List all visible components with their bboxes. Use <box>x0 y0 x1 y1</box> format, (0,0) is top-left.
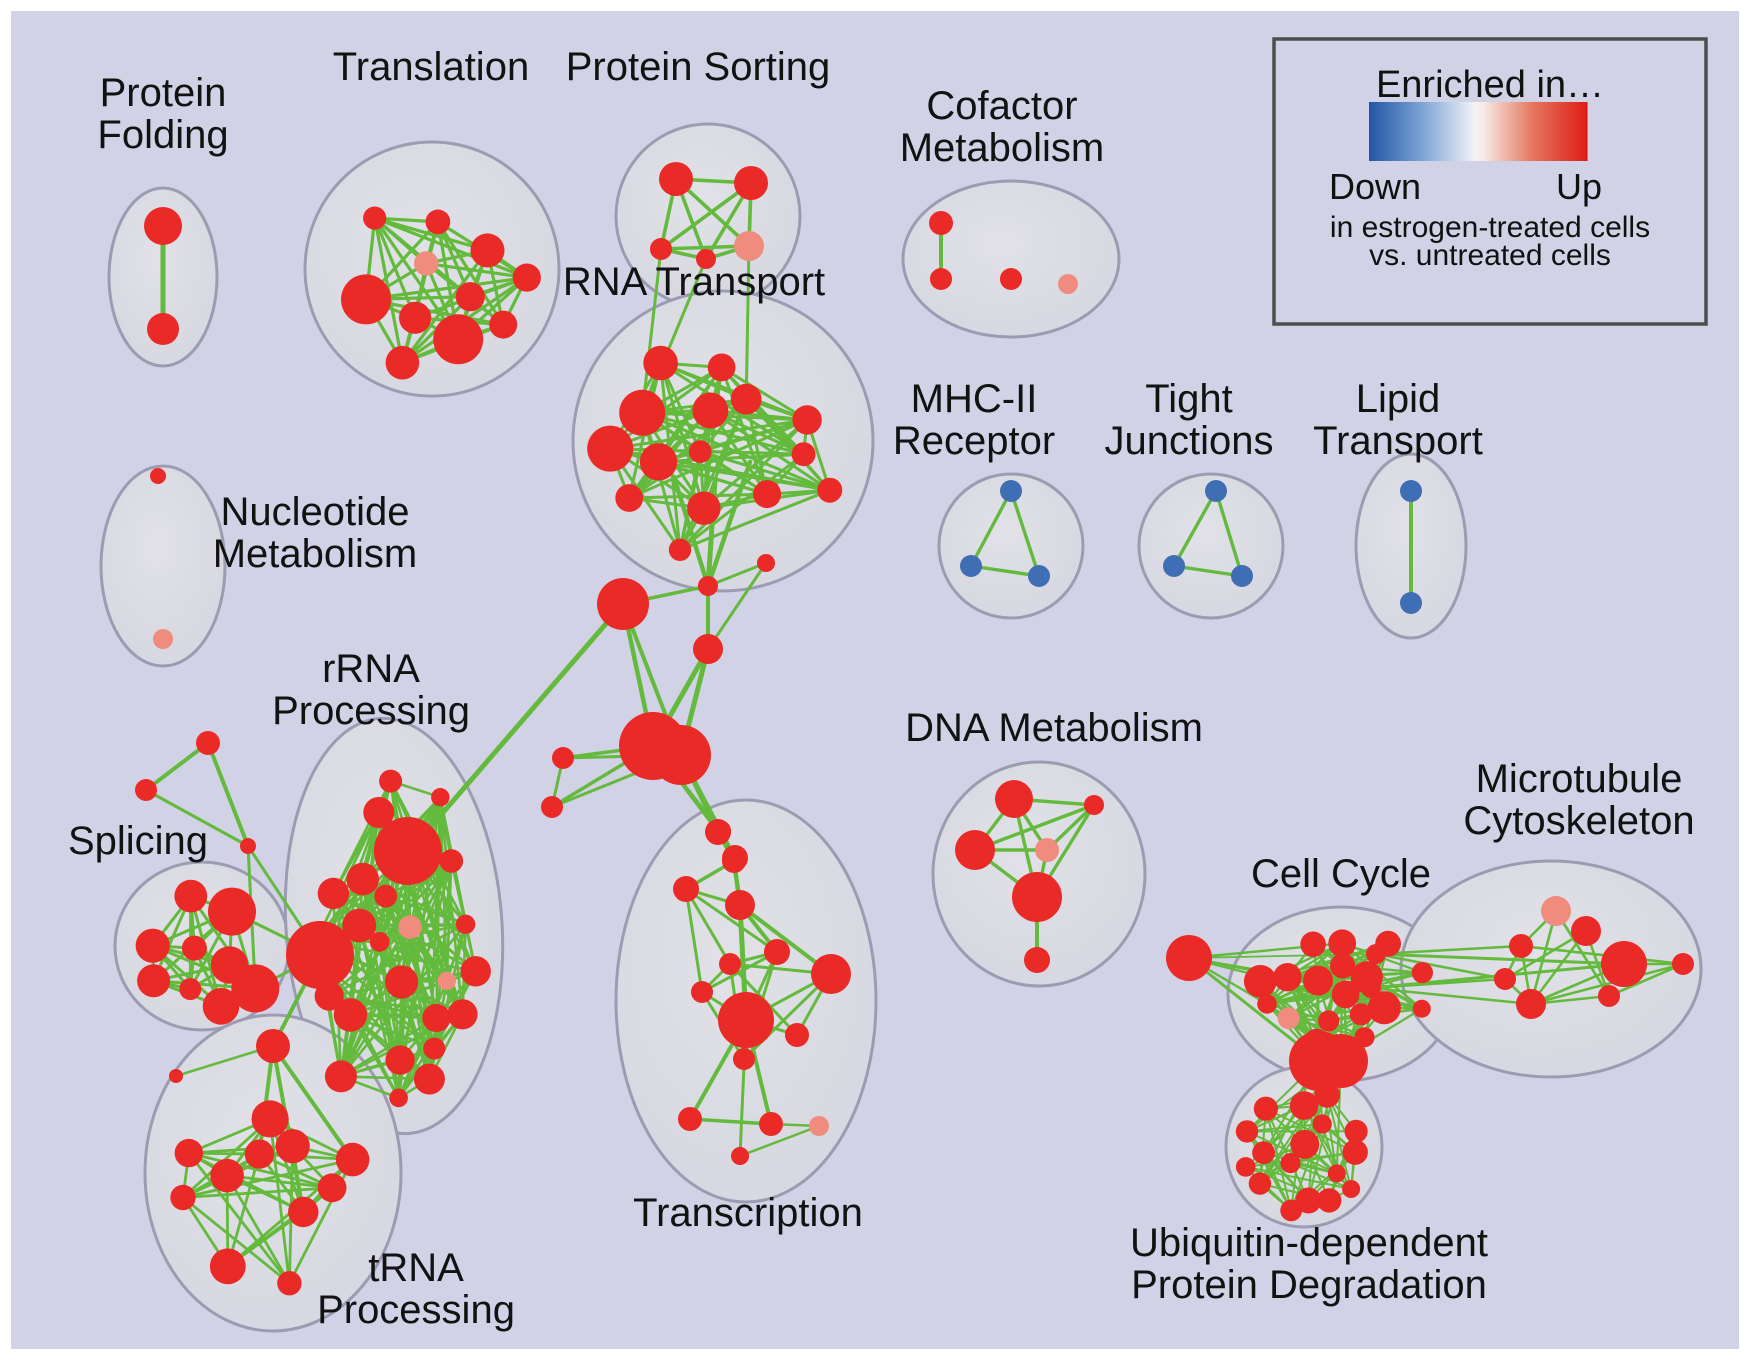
svg-text:Enriched in…: Enriched in… <box>1376 64 1604 106</box>
svg-text:vs. untreated cells: vs. untreated cells <box>1369 239 1611 272</box>
svg-text:Up: Up <box>1556 166 1602 207</box>
svg-text:Down: Down <box>1329 166 1421 207</box>
